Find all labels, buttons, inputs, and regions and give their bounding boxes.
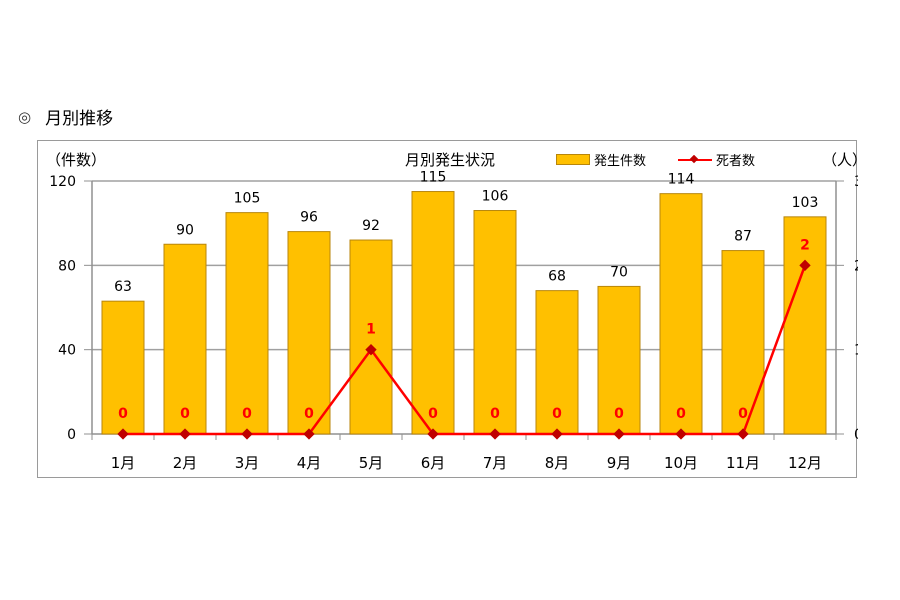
legend-item-line: 死者数 xyxy=(678,150,755,169)
plot-area: 0408012001236390105969211510668701148710… xyxy=(49,170,858,472)
bar xyxy=(473,210,517,435)
section-title: ◎ 月別推移 xyxy=(18,104,114,130)
bar-value-label: 103 xyxy=(792,195,819,211)
bar xyxy=(721,250,765,435)
category-label: 2月 xyxy=(173,454,198,472)
chart-container: （件数） （人） 月別発生状況 発生件数 死者数 040801200123639… xyxy=(37,140,867,478)
left-tick-label: 0 xyxy=(67,427,76,443)
bar-value-label: 90 xyxy=(176,222,194,238)
category-label: 8月 xyxy=(545,454,570,472)
legend-line-label: 死者数 xyxy=(716,154,756,169)
left-tick-label: 80 xyxy=(58,258,76,274)
legend-item-bar: 発生件数 xyxy=(556,150,646,169)
right-tick-label: 3 xyxy=(854,174,858,190)
category-label: 6月 xyxy=(421,454,446,472)
diamond-marker-icon xyxy=(613,428,625,440)
bar-value-label: 70 xyxy=(610,264,628,280)
line-value-label: 0 xyxy=(180,406,190,422)
line-value-label: 0 xyxy=(490,406,500,422)
diamond-marker-icon xyxy=(241,428,253,440)
bar xyxy=(225,212,269,435)
category-label: 4月 xyxy=(297,454,322,472)
bar-value-label: 68 xyxy=(548,269,566,285)
right-tick-label: 2 xyxy=(854,258,858,274)
bar xyxy=(535,290,579,435)
category-label: 7月 xyxy=(483,454,508,472)
bar-value-label: 92 xyxy=(362,218,380,234)
line-value-label: 1 xyxy=(366,322,376,338)
left-tick-label: 40 xyxy=(58,343,76,359)
category-label: 10月 xyxy=(664,454,698,472)
category-label: 11月 xyxy=(726,454,760,472)
right-tick-label: 0 xyxy=(854,427,858,443)
line-value-label: 0 xyxy=(304,406,314,422)
bar xyxy=(659,193,703,435)
line-value-label: 0 xyxy=(614,406,624,422)
line-value-label: 0 xyxy=(552,406,562,422)
right-axis-unit: （人） xyxy=(822,151,868,169)
category-label: 5月 xyxy=(359,454,384,472)
bar-value-label: 114 xyxy=(668,172,695,188)
bar xyxy=(349,239,393,435)
legend-bar-label: 発生件数 xyxy=(594,154,647,169)
category-label: 12月 xyxy=(788,454,822,472)
deaths-line xyxy=(123,264,807,436)
section-title-text: 月別推移 xyxy=(45,109,114,129)
diamond-marker-icon xyxy=(675,428,687,440)
chart-title: 月別発生状況 xyxy=(405,151,496,169)
category-label: 9月 xyxy=(607,454,632,472)
diamond-marker-icon xyxy=(179,428,191,440)
line-value-label: 0 xyxy=(118,406,128,422)
diamond-marker-icon xyxy=(365,344,377,356)
double-circle-icon: ◎ xyxy=(18,107,32,126)
diamond-marker-icon xyxy=(303,428,315,440)
bar xyxy=(783,216,827,435)
diamond-marker-icon xyxy=(551,428,563,440)
bar-value-label: 96 xyxy=(300,210,318,226)
bar-value-label: 87 xyxy=(734,229,752,245)
left-tick-label: 120 xyxy=(49,174,76,190)
bar xyxy=(411,191,455,435)
line-value-label: 0 xyxy=(738,406,748,422)
line-value-label: 0 xyxy=(676,406,686,422)
bar-value-label: 63 xyxy=(114,279,132,295)
right-tick-label: 1 xyxy=(854,343,858,359)
bar xyxy=(163,243,207,435)
bar xyxy=(101,300,145,435)
bar xyxy=(597,285,641,435)
bar-value-label: 105 xyxy=(234,191,261,207)
line-value-label: 0 xyxy=(242,406,252,422)
diamond-marker-icon xyxy=(737,428,749,440)
bar-value-label: 106 xyxy=(482,189,509,205)
category-label: 1月 xyxy=(111,454,136,472)
diamond-marker-icon xyxy=(799,259,811,271)
left-axis-unit: （件数） xyxy=(46,151,107,169)
line-value-label: 0 xyxy=(428,406,438,422)
category-label: 3月 xyxy=(235,454,260,472)
diamond-marker-icon xyxy=(489,428,501,440)
bar-value-label: 115 xyxy=(420,170,447,186)
bar xyxy=(287,231,331,435)
legend-line-swatch xyxy=(678,154,712,163)
legend-bar-swatch xyxy=(556,154,590,165)
line-value-label: 2 xyxy=(800,237,810,253)
diamond-marker-icon xyxy=(427,428,439,440)
